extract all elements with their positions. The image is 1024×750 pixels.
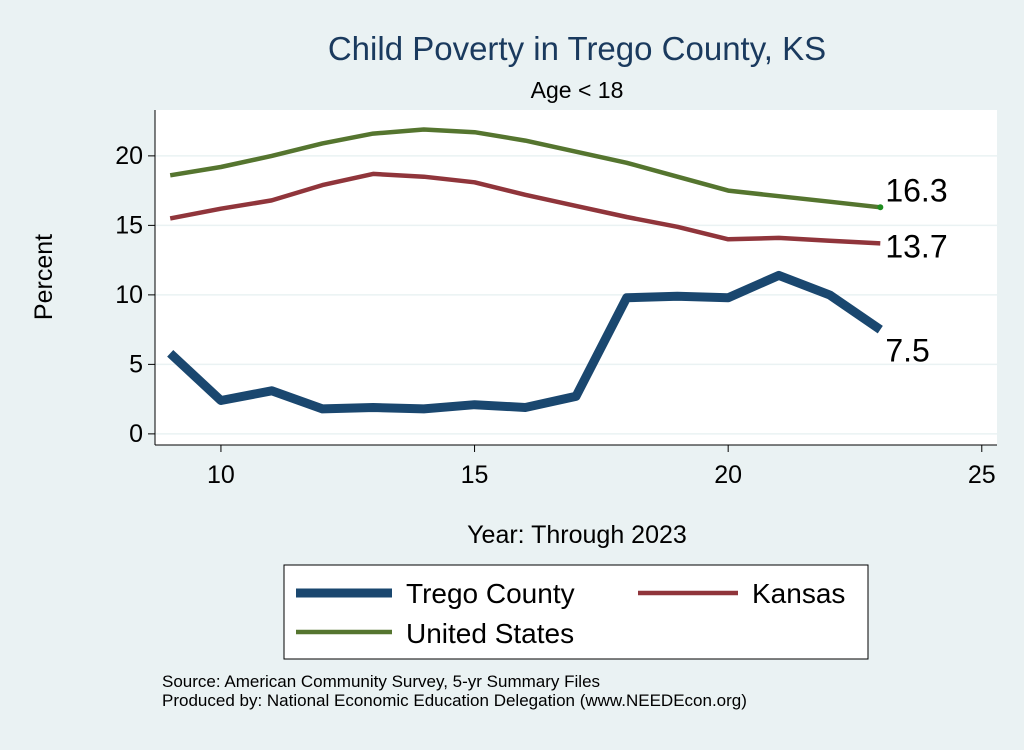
y-tick-label-20: 20 (115, 142, 143, 170)
series-line-trego-county (167, 270, 883, 414)
chart-subtitle: Age < 18 (531, 77, 624, 103)
y-tick-label-0: 0 (129, 420, 143, 448)
legend: Trego County Kansas United States (283, 564, 869, 660)
x-tick-label-25: 25 (968, 461, 996, 489)
y-tick-label-10: 10 (115, 281, 143, 309)
legend-box (283, 564, 869, 660)
end-label-united-states: 16.3 (885, 172, 947, 208)
series-line-united-states (169, 127, 881, 210)
y-axis-label: Percent (30, 234, 58, 320)
y-tick-label-15: 15 (115, 211, 143, 239)
source-note: Source: American Community Survey, 5-yr … (162, 672, 601, 691)
end-marker-united-states (877, 204, 884, 211)
x-axis-label: Year: Through 2023 (467, 521, 687, 549)
series-line-kansas (169, 171, 881, 246)
producer-note: Produced by: National Economic Education… (162, 691, 747, 710)
legend-label-united-states: United States (406, 618, 574, 649)
chart-title: Child Poverty in Trego County, KS (328, 30, 826, 67)
x-tick-label-10: 10 (207, 461, 235, 489)
axes: 0 5 10 15 20 10 15 20 25 (115, 110, 997, 489)
end-label-kansas: 13.7 (885, 228, 947, 264)
x-tick-label-20: 20 (714, 461, 742, 489)
source-notes: Source: American Community Survey, 5-yr … (162, 672, 747, 710)
gridlines (155, 155, 997, 435)
y-tick-label-5: 5 (129, 350, 143, 378)
x-tick-label-15: 15 (461, 461, 489, 489)
legend-label-kansas: Kansas (752, 578, 845, 609)
legend-label-trego-county: Trego County (406, 578, 575, 609)
end-label-trego-county: 7.5 (885, 333, 929, 369)
series-lines (167, 127, 883, 414)
end-labels: 7.5 13.7 16.3 (877, 172, 948, 369)
